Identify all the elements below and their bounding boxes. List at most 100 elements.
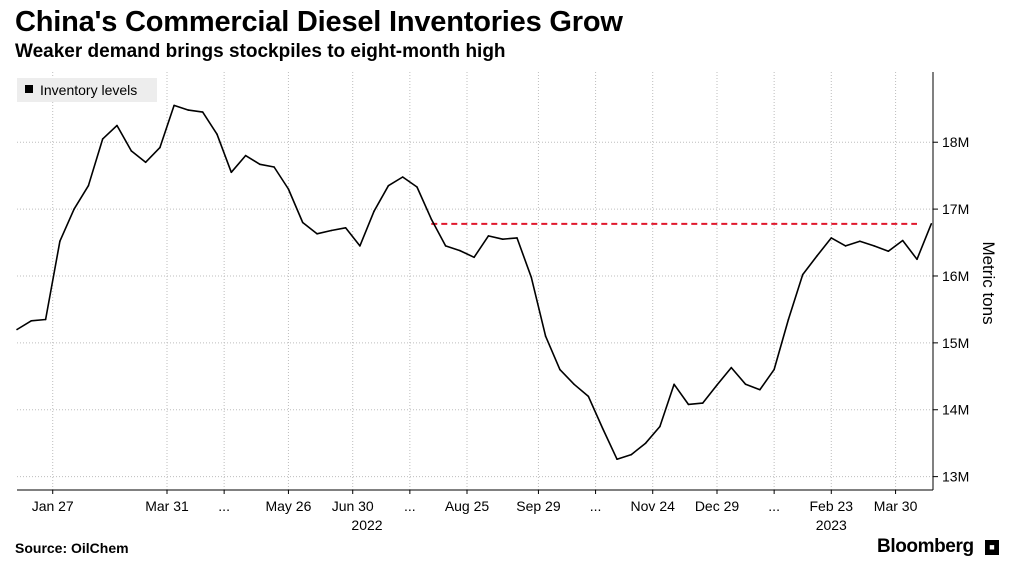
- data-point: [273, 166, 275, 168]
- series-line-inventory: [16, 104, 933, 461]
- data-point: [930, 223, 933, 225]
- x-tick-label: ...: [404, 498, 416, 514]
- data-point: [373, 210, 375, 212]
- data-point: [101, 138, 104, 140]
- data-point: [830, 237, 833, 239]
- y-tick-label: 18M: [942, 134, 969, 150]
- data-point: [230, 171, 233, 174]
- data-point: [759, 388, 761, 391]
- data-point: [901, 239, 904, 242]
- data-point: [344, 227, 347, 229]
- y-axis-label: Metric tons: [979, 241, 998, 324]
- data-point: [216, 133, 218, 135]
- data-point: [887, 250, 890, 252]
- data-point: [144, 161, 147, 164]
- x-tick-label: Jan 27: [32, 498, 74, 514]
- data-point: [130, 150, 133, 152]
- data-point: [744, 383, 747, 386]
- legend-background: [17, 78, 157, 102]
- data-point: [573, 383, 575, 386]
- x-tick-label: ...: [768, 498, 780, 514]
- data-point: [559, 368, 561, 371]
- x-tick-label: Aug 25: [445, 498, 490, 514]
- data-point: [330, 229, 333, 232]
- data-point: [873, 245, 875, 247]
- data-point: [316, 233, 318, 235]
- x-year-label: 2022: [351, 517, 382, 533]
- data-point: [544, 335, 547, 338]
- data-point: [716, 384, 718, 386]
- data-point: [630, 453, 633, 456]
- x-tick-label: May 26: [265, 498, 311, 514]
- y-tick-label: 16M: [942, 268, 969, 284]
- data-point: [201, 111, 204, 113]
- data-point: [16, 328, 18, 331]
- x-tick-label: ...: [590, 498, 602, 514]
- data-point: [30, 320, 33, 322]
- series-layer: [16, 104, 933, 461]
- data-point: [916, 258, 918, 261]
- bloomberg-mark-icon: ■: [985, 540, 999, 555]
- data-point: [473, 256, 475, 259]
- x-tick-label: Jun 30: [332, 498, 374, 514]
- data-point: [844, 245, 847, 247]
- axes: 13M 14M 15M 16M 17M 18M Jan 27 Mar 31... May 26 J…: [17, 72, 969, 533]
- x-tick-label: Dec 29: [695, 498, 740, 514]
- chart-title: China's Commercial Diesel Inventories Gr…: [15, 6, 623, 38]
- data-point: [173, 104, 175, 107]
- data-point: [416, 186, 418, 188]
- grid-lines: [17, 72, 933, 490]
- x-tick-label: Nov 24: [631, 498, 676, 514]
- data-point: [530, 276, 533, 279]
- data-point: [516, 237, 518, 239]
- source-note: Source: OilChem: [15, 540, 129, 556]
- x-tick-label: ...: [218, 498, 230, 514]
- data-point: [430, 218, 433, 220]
- data-point: [44, 318, 47, 321]
- data-point: [159, 146, 161, 149]
- y-tick-label: 17M: [942, 201, 969, 217]
- data-point: [387, 184, 390, 187]
- data-point: [459, 249, 461, 252]
- data-point: [287, 188, 290, 190]
- data-point: [401, 176, 404, 178]
- bloomberg-logo: Bloomberg: [877, 536, 974, 557]
- x-tick-label: Sep 29: [516, 498, 561, 514]
- data-point: [259, 163, 261, 166]
- data-point: [816, 255, 818, 257]
- data-point: [673, 383, 675, 386]
- data-point: [501, 238, 504, 240]
- x-tick-label: Mar 30: [874, 498, 918, 514]
- data-point: [87, 184, 90, 187]
- chart-subtitle: Weaker demand brings stockpiles to eight…: [15, 41, 506, 62]
- data-point: [730, 366, 733, 369]
- data-point: [801, 273, 804, 276]
- data-point: [301, 221, 304, 224]
- data-point: [59, 240, 61, 242]
- data-point: [116, 124, 118, 127]
- y-tick-label: 15M: [942, 335, 969, 351]
- x-year-label: 2023: [816, 517, 847, 533]
- data-point: [587, 395, 590, 398]
- data-point: [601, 427, 604, 430]
- x-tick-label: Feb 23: [809, 498, 853, 514]
- data-point: [659, 425, 661, 428]
- data-point: [859, 240, 861, 242]
- data-point: [787, 318, 790, 321]
- data-point: [773, 368, 775, 371]
- data-point: [616, 458, 618, 461]
- data-point: [73, 208, 75, 210]
- y-tick-label: 14M: [942, 402, 969, 418]
- data-point: [444, 245, 447, 247]
- legend: Inventory levels: [17, 78, 157, 102]
- legend-label: Inventory levels: [40, 82, 137, 98]
- x-tick-label: Mar 31: [145, 498, 189, 514]
- y-tick-label: 13M: [942, 469, 969, 485]
- data-point: [244, 154, 247, 157]
- data-point: [487, 235, 490, 237]
- data-point: [687, 403, 690, 406]
- data-point: [644, 442, 647, 445]
- data-point: [187, 109, 190, 111]
- legend-swatch: [25, 85, 33, 93]
